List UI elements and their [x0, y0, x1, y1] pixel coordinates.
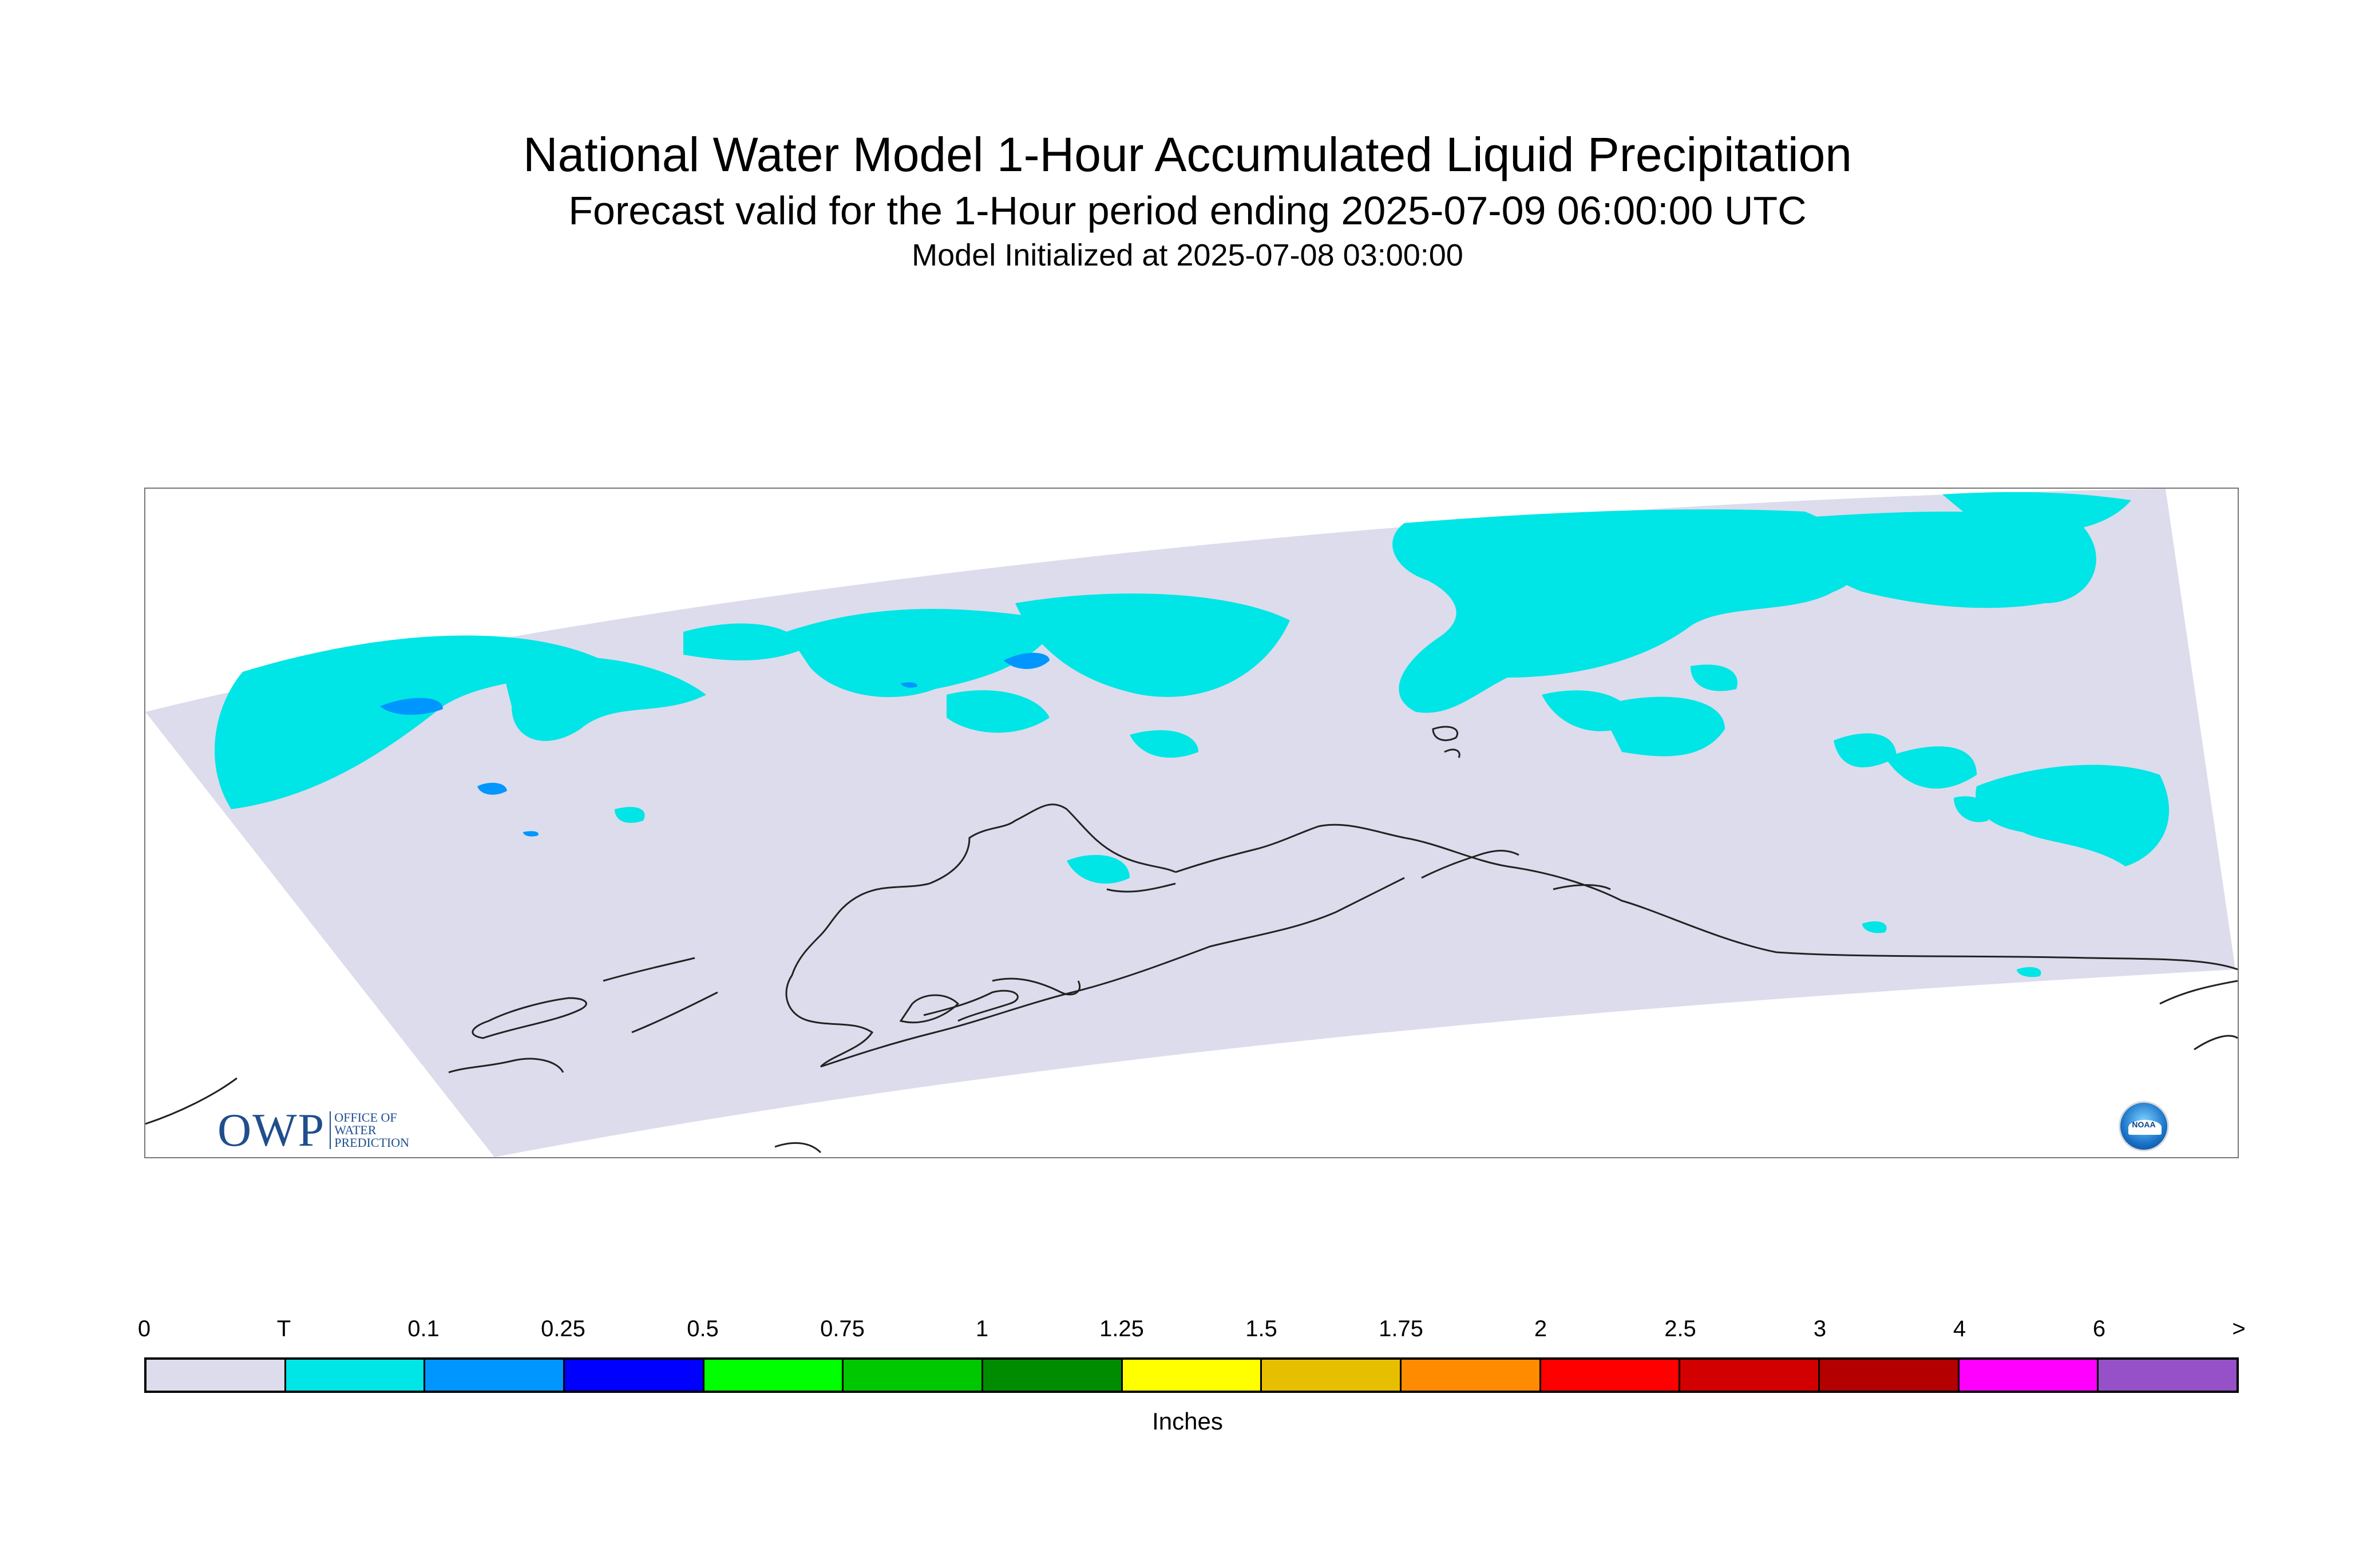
precip-0-1in-areas: [380, 652, 1050, 837]
legend-tick-label: >: [2232, 1316, 2246, 1341]
legend-tick-label: 0.1: [407, 1316, 440, 1341]
owp-logo: OWP OFFICE OF WATER PREDICTION: [217, 1103, 409, 1157]
map-subtitle: Forecast valid for the 1-Hour period end…: [568, 188, 1807, 233]
legend-tick-label: 0: [137, 1316, 151, 1341]
legend-tick-label: T: [276, 1316, 291, 1341]
legend-swatch: [704, 1360, 844, 1391]
legend-tick-label: 1.25: [1099, 1316, 1144, 1341]
legend-tick-label: 2.5: [1664, 1316, 1696, 1341]
legend-tick-label: 4: [1953, 1316, 1966, 1341]
legend-swatch: [1959, 1360, 2099, 1391]
noaa-logo-text: NOAA: [2132, 1120, 2156, 1129]
legend-swatch: [147, 1360, 286, 1391]
legend-tick-label: 1: [975, 1316, 989, 1341]
legend-swatch: [425, 1360, 565, 1391]
legend-swatch: [565, 1360, 704, 1391]
map-panel: [144, 488, 2239, 1158]
owp-logo-subtext: OFFICE OF WATER PREDICTION: [330, 1111, 409, 1149]
legend-tick-label: 3: [1813, 1316, 1827, 1341]
legend-swatch: [1680, 1360, 1820, 1391]
legend-swatch: [1402, 1360, 1541, 1391]
legend-swatch: [286, 1360, 426, 1391]
legend-swatch: [1122, 1360, 1262, 1391]
legend-swatch: [844, 1360, 984, 1391]
legend-tick-label: 0.5: [687, 1316, 719, 1341]
legend-swatch: [2099, 1360, 2237, 1391]
coastlines: [145, 726, 2238, 1154]
legend-swatch: [1541, 1360, 1681, 1391]
legend-tick-label: 0.75: [820, 1316, 865, 1341]
model-init-line: Model Initialized at 2025-07-08 03:00:00: [912, 238, 1463, 272]
legend-tick-label: 0.25: [541, 1316, 585, 1341]
legend-units-label: Inches: [1152, 1408, 1223, 1435]
legend-tick-label: 1.5: [1245, 1316, 1277, 1341]
owp-logo-text: OWP: [217, 1104, 326, 1156]
color-legend-bar: [144, 1357, 2239, 1393]
precip-trace-areas: [215, 492, 2170, 977]
legend-swatch: [1820, 1360, 1960, 1391]
model-domain: [145, 489, 2235, 1157]
legend-tick-label: 6: [2092, 1316, 2106, 1341]
legend-swatch: [1262, 1360, 1402, 1391]
noaa-bird-icon: [2128, 1120, 2162, 1135]
noaa-logo: NOAA: [2119, 1101, 2169, 1151]
legend-tick-label: 2: [1534, 1316, 1547, 1341]
map-title: National Water Model 1-Hour Accumulated …: [522, 128, 1852, 181]
legend-tick-label: 1.75: [1379, 1316, 1423, 1341]
legend-swatch: [983, 1360, 1123, 1391]
